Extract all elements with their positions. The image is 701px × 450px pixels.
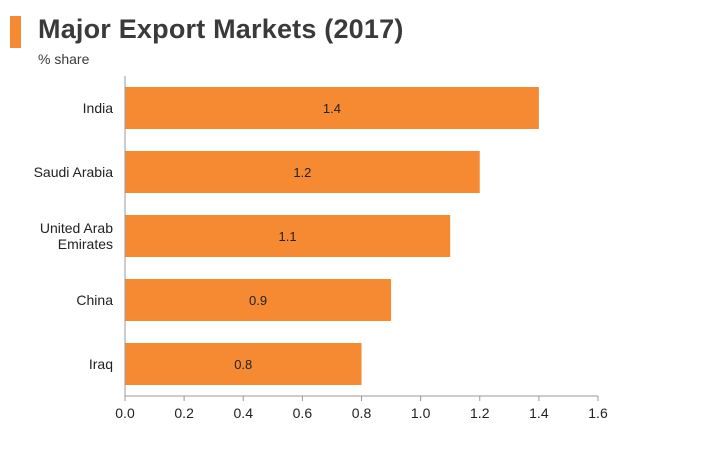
x-tick-label: 1.4 [529, 405, 549, 421]
bar-value-label: 1.1 [279, 229, 297, 244]
x-tick-label: 0.4 [234, 405, 254, 421]
x-tick-label: 1.2 [470, 405, 490, 421]
category-label-line: United Arab [40, 220, 113, 236]
bar [125, 343, 362, 385]
category-label-line: Saudi Arabia [34, 164, 114, 180]
x-tick-label: 1.0 [411, 405, 431, 421]
bar-value-label: 1.4 [323, 101, 341, 116]
x-tick-label: 0.8 [352, 405, 372, 421]
title-accent-bar [10, 16, 21, 48]
chart-title: Major Export Markets (2017) [38, 14, 404, 44]
bar-value-label: 1.2 [293, 165, 311, 180]
bar [125, 215, 451, 257]
bar [125, 87, 539, 129]
category-label: Saudi Arabia [34, 164, 114, 180]
category-label: Iraq [89, 356, 113, 372]
category-label-line: Iraq [89, 356, 113, 372]
x-tick-label: 0.2 [174, 405, 194, 421]
category-label-line: India [83, 100, 114, 116]
bar [125, 279, 392, 321]
category-label-line: China [76, 292, 113, 308]
category-label: China [76, 292, 113, 308]
category-label-line: Emirates [58, 236, 113, 252]
x-tick-label: 0.0 [115, 405, 135, 421]
category-label: India [83, 100, 114, 116]
x-tick-label: 1.6 [588, 405, 608, 421]
bar-value-label: 0.8 [234, 357, 252, 372]
bar-value-label: 0.9 [249, 293, 267, 308]
bar [125, 151, 480, 193]
chart-subtitle: % share [38, 51, 90, 67]
category-label: United Arab Emirates [40, 220, 113, 252]
x-tick-label: 0.6 [293, 405, 313, 421]
